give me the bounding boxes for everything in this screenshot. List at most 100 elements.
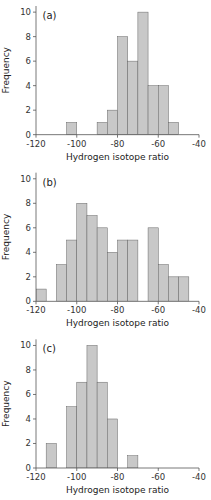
bar [107,252,117,301]
y-tick [33,252,36,253]
y-tick-label: 4 [26,247,31,257]
y-tick-label: 10 [20,174,31,184]
bar [158,265,168,302]
x-tick-label: -120 [26,139,45,149]
y-tick [33,468,36,469]
y-tick-label: 4 [26,414,31,424]
bar [87,216,97,302]
y-tick-label: 8 [26,32,31,42]
x-tick [76,135,77,138]
x-tick [158,301,159,304]
y-tick-label: 6 [26,223,31,233]
y-tick [33,110,36,111]
bars [36,203,189,301]
x-tick-label: -100 [67,305,86,315]
bar [97,382,107,468]
y-axis-line [36,339,37,468]
x-tick [117,301,118,304]
x-axis-label: Hydrogen isotope ratio [66,485,170,495]
y-tick [33,85,36,86]
x-tick [36,135,37,138]
y-tick [33,178,36,179]
bar [77,382,87,468]
bar [67,407,77,468]
x-tick [199,468,200,471]
bar [56,265,66,302]
x-tick [158,135,159,138]
y-tick-label: 10 [20,340,31,350]
y-tick [33,36,36,37]
bar [46,443,56,468]
x-tick-label: -120 [26,305,45,315]
y-tick-label: 6 [26,389,31,399]
x-tick [199,135,200,138]
x-tick [76,468,77,471]
y-tick-label: 2 [26,438,31,448]
panel: -120-100-80-60-400246810Hydrogen isotope… [1,173,206,329]
panel: -120-100-80-60-400246810Hydrogen isotope… [1,339,206,495]
bar [168,277,178,302]
y-tick [33,443,36,444]
x-tick [36,468,37,471]
x-axis-label: Hydrogen isotope ratio [66,318,170,328]
x-tick-label: -80 [111,305,125,315]
x-tick [117,135,118,138]
y-axis-label: Frequency [1,380,11,427]
bar [138,12,148,135]
y-axis-label: Frequency [1,46,11,93]
bar [128,240,138,301]
x-tick [158,468,159,471]
y-tick [33,345,36,346]
y-tick-label: 8 [26,198,31,208]
y-tick [33,276,36,277]
y-axis-label: Frequency [1,213,11,260]
bar [77,203,87,301]
y-tick [33,369,36,370]
x-tick-label: -40 [192,472,206,482]
y-tick [33,394,36,395]
bar [67,122,77,134]
y-axis-line [36,173,37,302]
bar [107,110,117,135]
x-tick-label: -100 [67,139,86,149]
bar [168,122,178,134]
bar [97,228,107,302]
y-tick [33,134,36,135]
bar [67,240,77,301]
y-tick-label: 8 [26,365,31,375]
y-tick-label: 0 [26,130,31,140]
y-tick-label: 0 [26,296,31,306]
x-tick-label: -60 [151,472,165,482]
x-tick-label: -40 [192,139,206,149]
x-tick [199,301,200,304]
bar [97,122,107,134]
panel: -120-100-80-60-400246810Hydrogen isotope… [1,6,206,162]
y-tick [33,203,36,204]
y-tick [33,418,36,419]
x-tick-label: -100 [67,472,86,482]
y-tick [33,12,36,13]
y-tick-label: 4 [26,81,31,91]
bar [118,37,128,135]
x-tick [36,301,37,304]
bar [118,240,128,301]
x-tick-label: -60 [151,139,165,149]
bars [46,345,138,468]
x-tick [117,468,118,471]
x-axis-label: Hydrogen isotope ratio [66,152,170,162]
bar [179,277,189,302]
bar [128,61,138,135]
figure: -120 -100 -80 -60 -40 0 2 4 6 8 10 Hydrogen isotope… [0,0,211,500]
y-tick-label: 6 [26,56,31,66]
y-tick [33,227,36,228]
bar [107,419,117,468]
x-tick [76,301,77,304]
bar [36,289,46,301]
y-tick-label: 2 [26,272,31,282]
bar [87,345,97,468]
bars [67,12,179,135]
bar [148,228,158,302]
x-tick-label: -40 [192,305,206,315]
bar [128,456,138,468]
bar [158,86,168,135]
